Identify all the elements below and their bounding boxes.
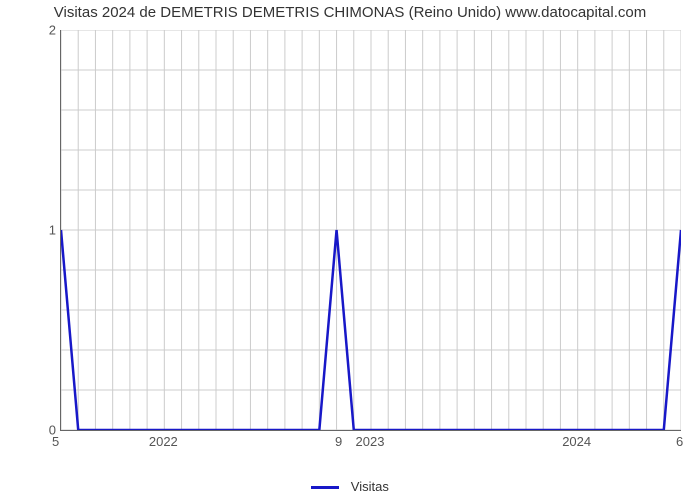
legend: Visitas bbox=[0, 479, 700, 494]
x-tick-label: 2023 bbox=[356, 434, 385, 449]
chart-svg bbox=[61, 30, 681, 430]
legend-label: Visitas bbox=[351, 479, 389, 494]
y-tick-label: 1 bbox=[49, 223, 56, 238]
chart-title: Visitas 2024 de DEMETRIS DEMETRIS CHIMON… bbox=[0, 4, 700, 21]
plot-area bbox=[60, 30, 681, 431]
legend-swatch bbox=[311, 486, 339, 489]
grid-lines bbox=[61, 30, 681, 430]
corner-label-br: 6 bbox=[676, 434, 683, 449]
corner-label-mid: 9 bbox=[335, 434, 342, 449]
x-tick-label: 2024 bbox=[562, 434, 591, 449]
x-tick-label: 2022 bbox=[149, 434, 178, 449]
corner-label-bl: 5 bbox=[52, 434, 59, 449]
chart-container: { "chart": { "type": "line", "title": "V… bbox=[0, 0, 700, 500]
y-tick-label: 2 bbox=[49, 23, 56, 38]
